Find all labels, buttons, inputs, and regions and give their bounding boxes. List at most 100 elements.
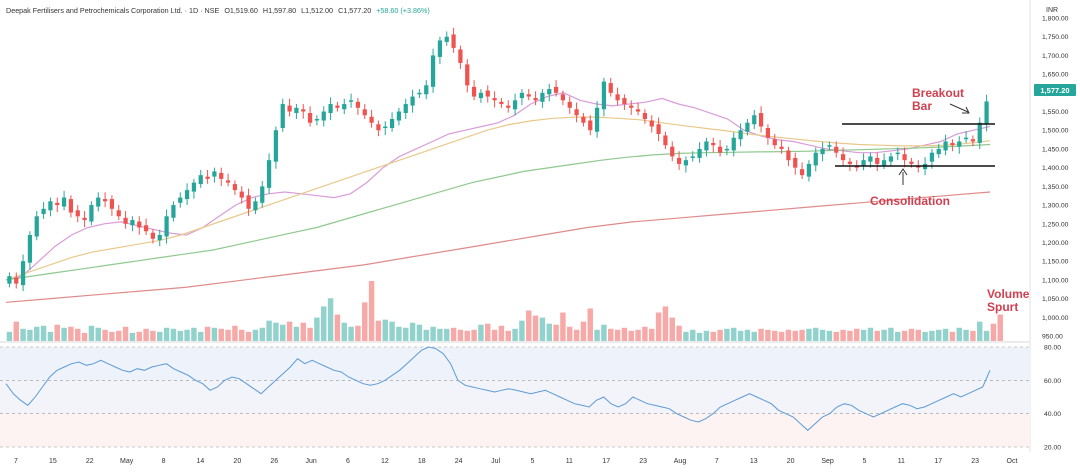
candle-body [752,115,757,125]
candle-body [977,122,982,143]
volume-bar [485,323,491,341]
volume-bar [314,317,320,341]
candle-body [451,34,456,48]
rsi-tick-label: 60.00 [1044,378,1061,385]
volume-bar [608,328,614,341]
volume-bars [6,281,1003,341]
volume-bar [382,319,388,341]
volume-bar [218,328,224,341]
candle-body [717,146,723,153]
candle-body [301,109,306,112]
time-tick-label: Oct [1007,458,1018,465]
volume-bar [601,324,607,341]
volume-bar [198,331,204,341]
volume-bar [833,331,839,341]
candlesticks [7,27,989,292]
candle-body [512,100,518,110]
candle-body [266,160,272,188]
candle-body [280,104,285,128]
candle-body [676,157,682,164]
time-tick-label: 5 [862,458,866,465]
candle-body [560,94,566,101]
volume-bar [396,326,402,341]
price-tick-label: 1,500.00 [1042,128,1069,135]
time-tick-label: Aug [674,458,687,465]
volume-bar [854,328,860,341]
candle-body [601,81,607,110]
volume-bar [273,322,279,341]
candle-body [27,234,33,263]
volume-bar [792,330,798,341]
candle-body [738,130,743,140]
candle-body [355,101,361,108]
price-tick-label: 1,650.00 [1042,72,1069,79]
price-pane [0,0,1030,342]
candle-body [437,40,443,57]
volume-bar [143,328,149,341]
candle-body [225,180,231,183]
price-tick-label: 1,800.00 [1042,16,1069,23]
time-tick-label: 20 [787,458,795,465]
candle-body [362,109,367,116]
volume-bar [464,330,470,341]
candle-body [68,199,74,213]
price-axis: 950.00 1,000.00 1,050.00 1,100.00 1,150.00 1,… [1042,16,1069,341]
volume-bar [847,330,853,341]
candle-body [895,152,900,155]
volume-bar [430,326,436,341]
candle-body [478,92,484,99]
volume-bar [594,329,600,341]
volume-bar [785,329,792,341]
volume-bar [95,327,101,341]
volume-bar [956,327,962,341]
candle-body [553,86,559,93]
candle-body [861,160,866,166]
volume-bar [731,327,737,341]
rsi-oversold-band [0,413,1030,447]
candle-body [875,157,880,164]
currency-label: INR [1046,7,1058,14]
volume-bar [696,332,703,341]
candle-body [656,124,661,134]
rsi-tick-label: 80.00 [1044,345,1061,352]
candle-body [957,141,962,147]
candle-body [239,191,244,198]
candle-body [260,186,265,203]
volume-bar [211,327,218,341]
volume-bar [915,329,921,341]
volume-bar [751,331,757,341]
volume-label-line1: Volume [987,287,1030,301]
volume-bar [293,326,300,341]
last-price-tag [1034,84,1076,96]
volume-bar [75,328,81,341]
candle-body [444,36,449,42]
volume-bar [54,324,60,341]
volume-bar [327,298,334,341]
time-tick-label: 7 [14,458,18,465]
time-tick-label: 26 [270,458,278,465]
candle-body [458,49,463,63]
volume-bar [758,328,764,341]
candle-body [130,220,135,226]
candle-body [82,217,87,221]
candle-body [731,137,736,151]
candle-body [389,119,395,128]
volume-bar [710,331,716,341]
volume-bar [662,306,669,341]
volume-bar [40,325,47,341]
volume-bar [765,329,771,341]
volume-bar [191,327,197,341]
volume-bar [512,328,518,341]
volume-label-line2: Spurt [987,300,1018,314]
time-tick-label: 24 [455,458,463,465]
volume-bar [778,331,785,341]
candle-body [881,160,887,166]
volume-bar [457,329,464,341]
volume-bar [239,329,245,341]
volume-bar [81,332,88,341]
volume-bar [942,328,949,341]
candle-body [683,160,689,166]
volume-bar [355,325,361,341]
candle-body [335,105,340,108]
volume-bar [437,328,443,341]
